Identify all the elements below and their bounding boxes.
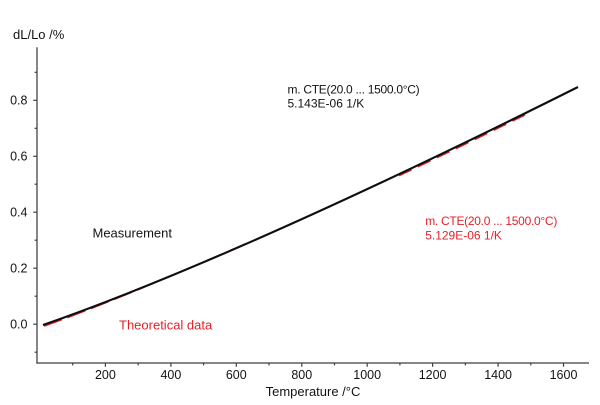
svg-text:0.8: 0.8 <box>10 94 27 108</box>
svg-text:200: 200 <box>95 368 116 382</box>
svg-text:0.4: 0.4 <box>10 206 27 220</box>
svg-text:dL/Lo /%: dL/Lo /% <box>13 27 65 42</box>
svg-text:m. CTE(20.0 ... 1500.0°C): m. CTE(20.0 ... 1500.0°C) <box>288 83 420 97</box>
svg-text:1200: 1200 <box>419 368 447 382</box>
svg-text:1000: 1000 <box>353 368 381 382</box>
svg-text:m. CTE(20.0 ... 1500.0°C): m. CTE(20.0 ... 1500.0°C) <box>425 214 557 228</box>
svg-text:400: 400 <box>160 368 181 382</box>
svg-text:1600: 1600 <box>550 368 578 382</box>
svg-text:5.143E-06 1/K: 5.143E-06 1/K <box>288 97 365 111</box>
svg-text:0.6: 0.6 <box>10 150 27 164</box>
svg-text:0.2: 0.2 <box>10 262 27 276</box>
svg-text:Measurement: Measurement <box>93 225 173 240</box>
svg-text:5.129E-06 1/K: 5.129E-06 1/K <box>425 229 502 243</box>
svg-text:800: 800 <box>291 368 312 382</box>
svg-text:Theoretical data: Theoretical data <box>119 318 213 333</box>
svg-text:600: 600 <box>226 368 247 382</box>
svg-text:Temperature /°C: Temperature /°C <box>266 384 361 399</box>
svg-text:1400: 1400 <box>484 368 512 382</box>
svg-text:0.0: 0.0 <box>10 318 27 332</box>
